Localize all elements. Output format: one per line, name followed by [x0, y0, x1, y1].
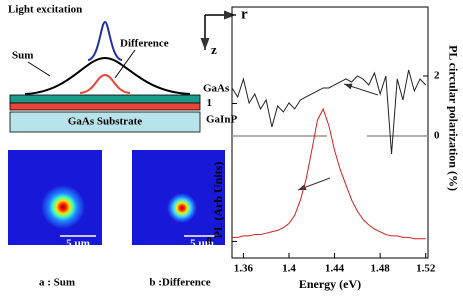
difference-label: Difference [120, 38, 169, 50]
substrate-layer [9, 111, 201, 133]
gaas-label: GaAs [203, 83, 230, 95]
difference-pointer [114, 49, 136, 79]
x-tick-label: 1.52 [416, 263, 436, 275]
caption: b :Difference [149, 277, 210, 289]
substrate-label: GaAs Substrate [68, 116, 142, 128]
spot [41, 185, 85, 229]
pl-arrow [297, 177, 331, 191]
x-axis-label: Energy (eV) [299, 277, 361, 291]
y-axis-label: PL (Arb Units) [211, 162, 225, 239]
image-b: 5 µm b :Difference [132, 150, 225, 289]
x-tick-label: 1.36 [234, 263, 254, 275]
light-label: Light excitation [8, 4, 82, 16]
z-label: z [211, 42, 217, 57]
x-tick-label: 1.44 [325, 263, 345, 275]
y2-tick-label: 2 [434, 70, 440, 82]
gainp-label: GaInP [206, 114, 237, 126]
series-line [231, 69, 427, 154]
scale-label: 5 µm [66, 238, 90, 250]
image-a: 5 µm a : Sum [8, 150, 102, 289]
difference-curve [79, 73, 131, 94]
plot-frame [231, 6, 429, 259]
spot [167, 193, 197, 223]
x-tick-label: 1.48 [371, 263, 391, 275]
light-curve [87, 20, 123, 61]
structure-diagram: Light excitation Sum Difference GaAs GaI… [8, 4, 248, 133]
series-line [232, 107, 426, 240]
caption: a : Sum [39, 277, 75, 289]
x-tick-label: 1.4 [282, 263, 296, 275]
y2-tick-label: 0 [434, 129, 440, 141]
r-label: r [241, 6, 248, 22]
pol-arrow [343, 83, 379, 96]
gainp-layer [9, 102, 201, 111]
y-tick-label: 1 [207, 97, 213, 109]
plot: 1.36 1.4 1.44 1.48 1.52 0 1 0 2 [207, 70, 441, 275]
gaas-layer [9, 94, 201, 104]
y-tick-label: 0 [207, 235, 213, 247]
sum-label: Sum [12, 50, 33, 62]
sum-curve [24, 56, 191, 95]
scale-label: 5 µm [190, 238, 214, 250]
y2-axis-label: PL circular polarization (%) [446, 45, 460, 191]
sum-pointer [27, 61, 51, 77]
